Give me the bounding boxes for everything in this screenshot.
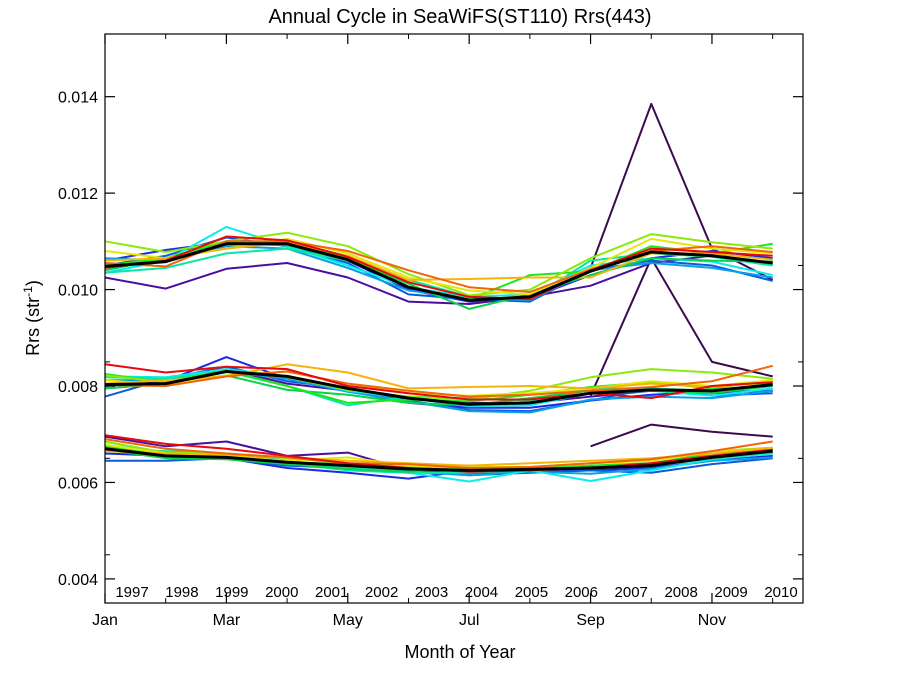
- y-tick-label: 0.014: [58, 90, 98, 107]
- series-line-2009-middle: [104, 364, 773, 398]
- legend-item-2008: 2008: [664, 584, 697, 601]
- x-tick-label: Jul: [459, 612, 479, 629]
- series-line-1997-lower: [590, 423, 773, 448]
- y-tick-label: 0.010: [58, 283, 98, 300]
- legend-item-2009: 2009: [714, 584, 747, 601]
- legend: 1997 1998 1999 2000 2001 2002 2003 2004 2005 2006…: [115, 584, 797, 601]
- y-axis-label-superscript: -1: [21, 286, 35, 297]
- y-tick-label: 0.004: [58, 572, 98, 589]
- mean-line-middle: [104, 370, 773, 406]
- x-axis: Jan Mar May Jul Sep Nov: [92, 34, 774, 629]
- series-line-2010-upper: [104, 235, 773, 301]
- plot-area: [104, 102, 774, 483]
- y-tick-label: 0.012: [58, 186, 98, 203]
- legend-item-1999: 1999: [215, 584, 248, 601]
- mean-line-lower: [104, 447, 773, 472]
- chart-title: Annual Cycle in SeaWiFS(ST110) Rrs(443): [268, 6, 651, 28]
- y-tick-label: 0.008: [58, 379, 98, 396]
- legend-item-2001: 2001: [315, 584, 348, 601]
- y-axis: 0.004 0.006 0.008 0.010 0.012 0.014: [58, 90, 803, 589]
- series-line-2010-middle: [104, 363, 773, 401]
- legend-item-2005: 2005: [515, 584, 548, 601]
- legend-item-1997: 1997: [115, 584, 148, 601]
- series-line-1997-middle: [589, 257, 773, 397]
- legend-item-2010: 2010: [764, 584, 797, 601]
- legend-item-2002: 2002: [365, 584, 398, 601]
- y-axis-label-close: ): [23, 280, 43, 286]
- x-tick-label: Sep: [576, 612, 605, 629]
- legend-item-2003: 2003: [415, 584, 448, 601]
- legend-item-2004: 2004: [465, 584, 498, 601]
- mean-line-upper: [104, 242, 773, 302]
- x-tick-label: Nov: [698, 612, 726, 629]
- legend-item-2000: 2000: [265, 584, 298, 601]
- x-tick-label: Jan: [92, 612, 118, 629]
- legend-item-1998: 1998: [165, 584, 198, 601]
- legend-item-2007: 2007: [615, 584, 648, 601]
- x-tick-label: Mar: [213, 612, 241, 629]
- series-line-2009-lower: [104, 438, 773, 469]
- plot-frame: [104, 33, 804, 604]
- x-axis-label: Month of Year: [404, 642, 515, 662]
- y-axis-label-main: Rrs (str: [23, 297, 43, 356]
- legend-item-2006: 2006: [565, 584, 598, 601]
- y-axis-label: Rrs (str-1): [21, 280, 43, 356]
- series-line-1997-upper: [589, 102, 774, 281]
- y-tick-label: 0.006: [58, 475, 98, 492]
- x-tick-label: May: [333, 612, 363, 629]
